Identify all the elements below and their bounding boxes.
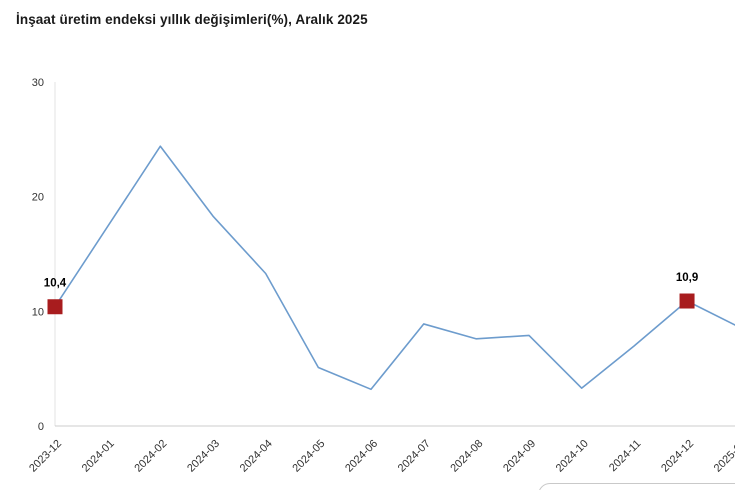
chart-title: İnşaat üretim endeksi yıllık değişimleri… bbox=[16, 12, 368, 27]
data-point-marker[interactable] bbox=[679, 293, 695, 309]
y-tick-label: 20 bbox=[32, 192, 44, 204]
data-point-label: 10,4 bbox=[44, 278, 67, 290]
y-tick-label: 30 bbox=[32, 77, 44, 89]
x-tick-label: 2024-08 bbox=[448, 438, 485, 475]
data-line bbox=[54, 145, 735, 391]
x-tick-label: 2024-02 bbox=[132, 438, 169, 475]
x-tick-label: 2024-05 bbox=[290, 438, 327, 475]
data-point-marker[interactable] bbox=[47, 299, 63, 315]
x-tick-label: 2025-01 bbox=[712, 438, 735, 475]
x-tick-label: 2024-10 bbox=[554, 438, 591, 475]
x-tick-label: 2024-09 bbox=[501, 438, 538, 475]
x-tick-label: 2024-04 bbox=[238, 438, 275, 475]
x-tick-label: 2024-11 bbox=[607, 438, 643, 474]
x-tick-label: 2023-12 bbox=[27, 438, 64, 475]
x-tick-label: 2024-07 bbox=[396, 438, 433, 475]
x-tick-label: 2024-12 bbox=[659, 438, 696, 475]
x-tick-label: 2024-06 bbox=[343, 438, 380, 475]
y-tick-label: 0 bbox=[38, 421, 44, 433]
y-tick-label: 10 bbox=[32, 306, 44, 318]
x-tick-label: 2024-03 bbox=[185, 438, 222, 475]
x-tick-label: 2024-01 bbox=[80, 438, 117, 475]
bottom-right-panel bbox=[538, 483, 735, 490]
data-point-label: 10,9 bbox=[676, 272, 698, 284]
